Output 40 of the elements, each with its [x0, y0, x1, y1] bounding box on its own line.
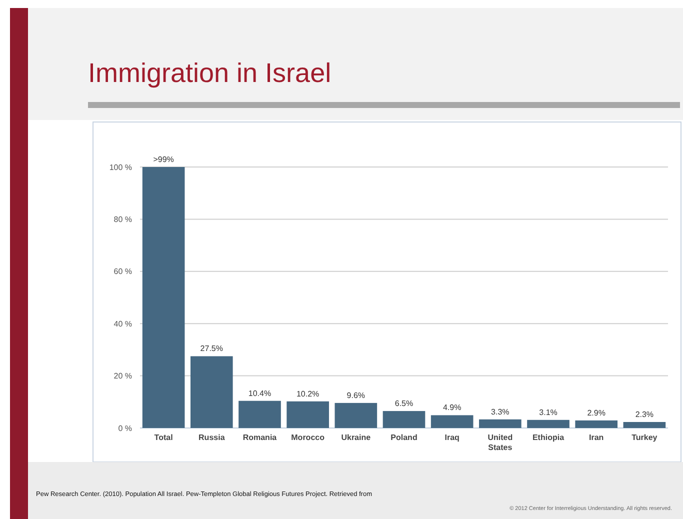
x-tick-label: Morocco — [291, 433, 325, 442]
data-label: 27.5% — [200, 344, 223, 354]
data-label: >99% — [153, 155, 174, 164]
bar — [527, 420, 570, 428]
y-tick-label: 40 % — [114, 319, 132, 328]
x-tick-label: Poland — [390, 433, 418, 442]
x-tick-label: Iraq — [444, 433, 460, 442]
data-label: 9.6% — [346, 390, 366, 400]
bar — [190, 356, 233, 428]
data-label: 3.1% — [539, 408, 558, 417]
data-label: 2.9% — [587, 408, 606, 418]
data-label: 3.3% — [491, 407, 510, 416]
bar — [623, 422, 666, 428]
bar — [334, 402, 378, 428]
bar — [238, 400, 281, 428]
chart-title: Immigration in Israel — [88, 58, 332, 88]
x-tick-label: Turkey — [632, 433, 658, 442]
y-tick-label: 60 % — [114, 267, 132, 276]
y-tick-label: 0 % — [118, 424, 132, 433]
x-tick-label: Iran — [589, 433, 604, 442]
data-label: 4.9% — [442, 403, 462, 412]
y-tick-label: 100 % — [109, 162, 132, 172]
x-tick-label: Ukraine — [341, 433, 372, 442]
x-tick-label: Russia — [198, 433, 226, 442]
x-tick-label: Ethiopia — [532, 433, 565, 442]
x-tick-label: Romania — [242, 433, 278, 442]
bar — [286, 401, 329, 428]
bar — [142, 167, 185, 428]
data-label: 6.5% — [394, 399, 414, 408]
bar — [479, 419, 522, 428]
y-tick-label: 20 % — [114, 372, 132, 381]
bar — [575, 420, 618, 428]
bar — [382, 411, 426, 428]
x-tick-label: Total — [154, 433, 173, 442]
y-tick-label: 80 % — [114, 215, 132, 224]
data-label: 2.3% — [635, 410, 654, 419]
bar — [430, 415, 474, 428]
x-tick-label: United States — [488, 433, 513, 452]
data-label: 10.4% — [248, 388, 272, 398]
data-label: 10.2% — [296, 389, 320, 398]
